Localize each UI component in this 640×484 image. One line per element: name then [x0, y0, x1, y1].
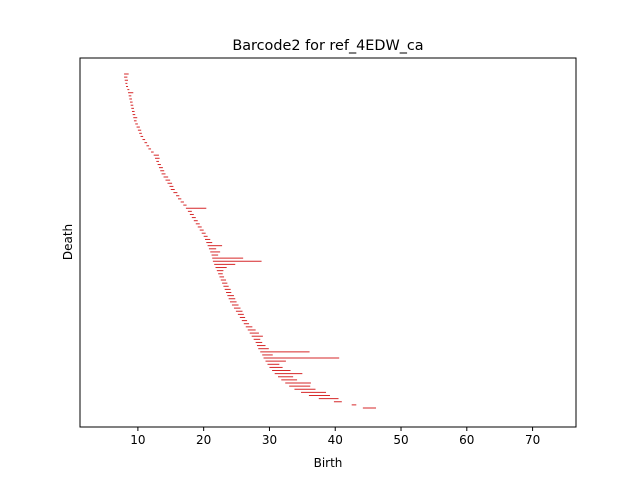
x-tick-label: 30: [262, 433, 277, 447]
x-tick-label: 10: [130, 433, 145, 447]
plot-area: [80, 58, 576, 427]
y-axis-label: Death: [61, 224, 75, 260]
x-tick-label: 40: [328, 433, 343, 447]
bars-layer: [124, 73, 377, 409]
x-tick-label: 70: [525, 433, 540, 447]
chart-title: Barcode2 for ref_4EDW_ca: [232, 38, 423, 54]
x-tick-label: 20: [196, 433, 211, 447]
x-axis-label: Birth: [314, 456, 343, 470]
x-ticks: 10 20 30 40 50 60 70: [130, 427, 540, 447]
x-tick-label: 50: [393, 433, 408, 447]
axes-frame: [79, 57, 577, 428]
x-tick-label: 60: [459, 433, 474, 447]
